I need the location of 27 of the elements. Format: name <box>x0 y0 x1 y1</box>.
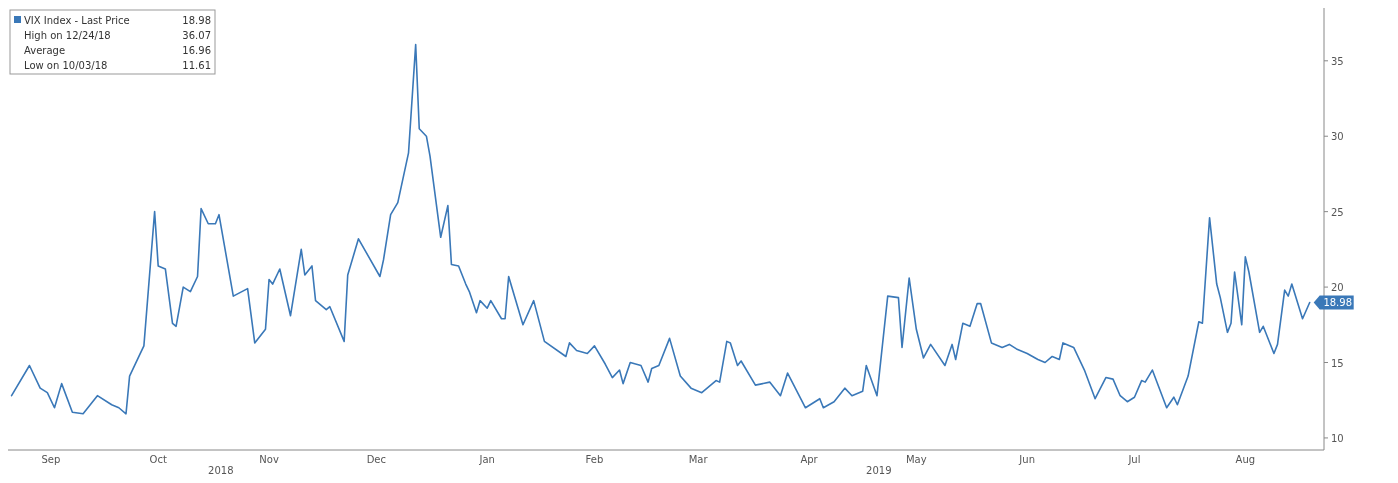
y-tick-label: 35 <box>1331 55 1344 67</box>
y-tick-label: 15 <box>1331 357 1344 369</box>
x-tick-label: Feb <box>585 454 604 465</box>
x-tick-label: Aug <box>1235 454 1256 465</box>
x-tick-label: Jan <box>478 454 495 465</box>
text: High on 12/24/18 36.07 <box>24 30 211 41</box>
y-tick-label: 25 <box>1331 206 1344 218</box>
text: Low on 10/03/18 11.61 <box>24 60 211 71</box>
line-series <box>10 43 1311 415</box>
x-tick-label: Apr <box>800 454 819 465</box>
x-tick-label: Jun <box>1018 454 1035 465</box>
y-tick-label: 30 <box>1331 131 1344 143</box>
x-tick-label: Mar <box>688 454 709 465</box>
x-tick-label: Dec <box>366 454 387 465</box>
y-tick-label: 20 <box>1331 282 1344 294</box>
text: 2018 <box>208 465 234 476</box>
x-tick-label: Sep <box>41 454 61 465</box>
x-tick-label: Jul <box>1127 454 1141 465</box>
text: 18.98 <box>182 15 211 26</box>
x-tick-label: Nov <box>259 454 279 465</box>
legend-label: VIX Index - Last Price <box>24 15 130 26</box>
x-tick-label: Oct <box>149 454 167 465</box>
data-label: 18.98 <box>1323 297 1353 309</box>
y-tick-label: 10 <box>1331 432 1344 444</box>
text: 2019 <box>866 465 892 476</box>
text: Average 16.96 <box>24 45 211 56</box>
x-tick-label: May <box>905 454 927 465</box>
